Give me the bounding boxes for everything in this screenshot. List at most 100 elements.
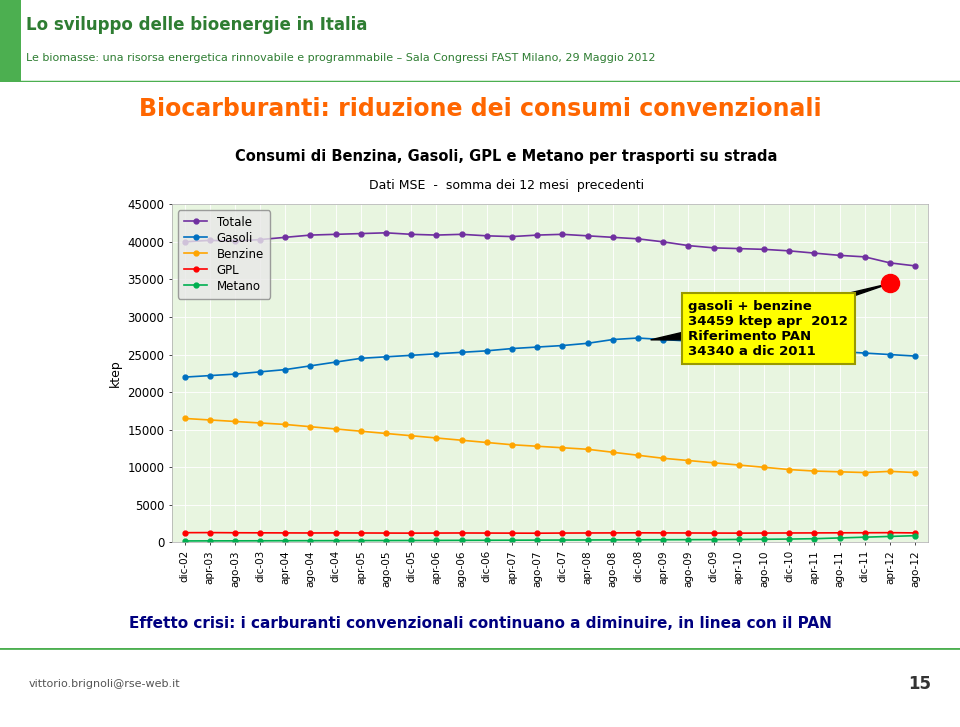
Gasoli xyxy=(733,341,745,350)
Totale xyxy=(380,228,392,237)
Totale xyxy=(355,229,367,238)
Benzine xyxy=(179,414,190,423)
GPL xyxy=(456,529,468,537)
Gasoli xyxy=(456,348,468,357)
GPL xyxy=(582,529,593,537)
Metano xyxy=(279,537,291,545)
Gasoli xyxy=(708,339,719,348)
Gasoli xyxy=(279,365,291,374)
Totale xyxy=(834,251,846,260)
Totale xyxy=(229,237,241,246)
Totale xyxy=(179,238,190,246)
Text: Dati MSE  -  somma dei 12 mesi  precedenti: Dati MSE - somma dei 12 mesi precedenti xyxy=(369,179,644,192)
Gasoli xyxy=(783,344,795,353)
Gasoli xyxy=(658,335,669,344)
GPL xyxy=(179,529,190,537)
Metano xyxy=(532,536,543,545)
Benzine xyxy=(582,445,593,454)
Text: gasoli + benzine
34459 ktep apr  2012
Riferimento PAN
34340 a dic 2011: gasoli + benzine 34459 ktep apr 2012 Rif… xyxy=(688,284,887,358)
Benzine xyxy=(808,467,820,475)
Gasoli xyxy=(405,351,417,360)
GPL xyxy=(834,529,846,537)
Gasoli xyxy=(607,335,618,344)
Benzine xyxy=(733,461,745,470)
Totale xyxy=(254,236,266,244)
GPL xyxy=(733,529,745,537)
Totale xyxy=(330,230,342,238)
Text: 15: 15 xyxy=(908,675,931,693)
Line: Benzine: Benzine xyxy=(182,416,918,475)
Metano xyxy=(506,536,517,545)
Metano xyxy=(783,534,795,543)
Benzine xyxy=(304,422,316,431)
Text: vittorio.brignoli@rse-web.it: vittorio.brignoli@rse-web.it xyxy=(29,678,180,688)
Totale xyxy=(808,249,820,257)
GPL xyxy=(607,529,618,537)
Totale xyxy=(733,244,745,253)
Benzine xyxy=(783,465,795,474)
GPL xyxy=(330,529,342,537)
Benzine xyxy=(708,459,719,467)
GPL xyxy=(808,529,820,537)
Benzine xyxy=(254,419,266,427)
Metano xyxy=(481,536,492,545)
Gasoli xyxy=(380,353,392,361)
Gasoli xyxy=(884,350,896,359)
Totale xyxy=(582,231,593,240)
Metano xyxy=(708,535,719,544)
GPL xyxy=(405,529,417,537)
Line: Gasoli: Gasoli xyxy=(182,336,918,379)
GPL xyxy=(557,529,568,537)
Benzine xyxy=(405,431,417,440)
Metano xyxy=(229,537,241,545)
Gasoli xyxy=(834,348,846,356)
Metano xyxy=(254,537,266,545)
Gasoli xyxy=(758,342,770,351)
Text: Le biomasse: una risorsa energetica rinnovabile e programmabile – Sala Congressi: Le biomasse: una risorsa energetica rinn… xyxy=(26,53,656,63)
Metano xyxy=(204,537,215,545)
Gasoli xyxy=(179,373,190,382)
Totale xyxy=(708,244,719,252)
Totale xyxy=(909,262,921,270)
Text: Effetto crisi: i carburanti convenzionali continuano a diminuire, in linea con i: Effetto crisi: i carburanti convenzional… xyxy=(129,616,831,630)
Benzine xyxy=(506,441,517,449)
Metano xyxy=(607,536,618,545)
Metano xyxy=(405,536,417,545)
Benzine xyxy=(758,463,770,472)
Y-axis label: ktep: ktep xyxy=(108,359,122,387)
Totale xyxy=(405,230,417,238)
Benzine xyxy=(884,467,896,475)
Polygon shape xyxy=(651,284,890,340)
Metano xyxy=(633,536,644,545)
GPL xyxy=(380,529,392,537)
Gasoli xyxy=(683,337,694,345)
GPL xyxy=(304,529,316,537)
Gasoli xyxy=(229,370,241,379)
Totale xyxy=(481,231,492,240)
Benzine xyxy=(532,442,543,451)
GPL xyxy=(783,529,795,537)
GPL xyxy=(884,529,896,537)
Benzine xyxy=(481,438,492,447)
Totale xyxy=(859,252,871,261)
Totale xyxy=(557,230,568,238)
Totale xyxy=(456,230,468,238)
Totale xyxy=(506,232,517,241)
Metano xyxy=(355,537,367,545)
Totale xyxy=(658,238,669,246)
GPL xyxy=(658,529,669,537)
Line: Totale: Totale xyxy=(182,230,918,268)
Totale xyxy=(607,233,618,241)
Metano xyxy=(557,536,568,545)
Bar xyxy=(0,0,21,82)
Metano xyxy=(834,534,846,542)
Gasoli xyxy=(808,346,820,355)
Metano xyxy=(330,537,342,545)
GPL xyxy=(909,529,921,537)
Benzine xyxy=(658,454,669,462)
Gasoli xyxy=(204,371,215,380)
Metano xyxy=(658,535,669,544)
GPL xyxy=(532,529,543,537)
Totale xyxy=(204,236,215,245)
Gasoli xyxy=(254,367,266,376)
